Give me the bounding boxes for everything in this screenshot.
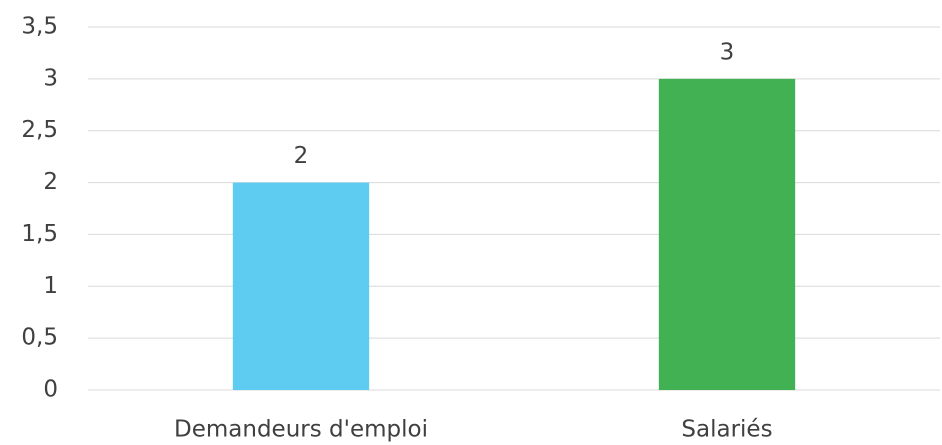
x-tick-label: Salariés xyxy=(681,417,772,443)
bar xyxy=(232,182,370,390)
y-tick-label: 3 xyxy=(43,65,58,91)
y-tick-label: 2,5 xyxy=(21,117,58,143)
y-tick-label: 1 xyxy=(43,273,58,299)
y-tick-label: 0,5 xyxy=(21,325,58,351)
data-label: 2 xyxy=(294,143,309,169)
data-label: 3 xyxy=(720,39,735,65)
bar xyxy=(658,78,796,390)
y-tick-label: 0 xyxy=(43,377,58,403)
y-tick-label: 3,5 xyxy=(21,14,58,40)
y-tick-label: 1,5 xyxy=(21,221,58,247)
x-tick-label: Demandeurs d'emploi xyxy=(174,417,428,443)
y-tick-label: 2 xyxy=(43,169,58,195)
